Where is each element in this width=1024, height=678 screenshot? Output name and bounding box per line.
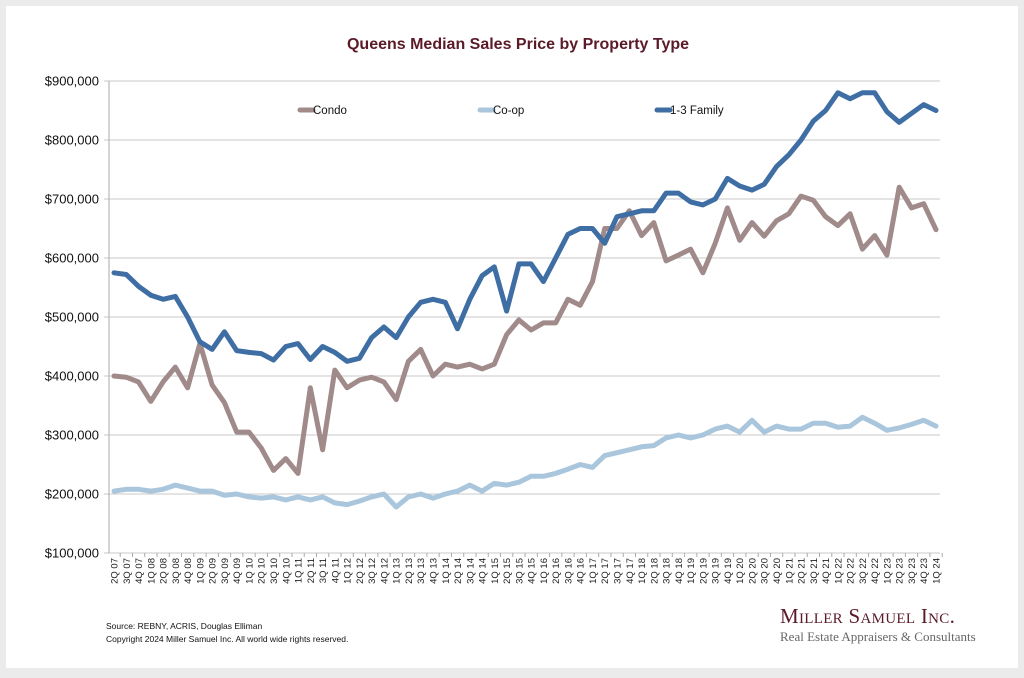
x-tick-label: 1Q 23 [882, 558, 893, 584]
legend-item-condo: Condo [297, 105, 347, 117]
legend-item-1-3-family: 1-3 Family [654, 105, 724, 117]
x-tick-label: 2Q 12 [355, 558, 366, 584]
x-tick-label: 3Q 18 [662, 558, 673, 584]
x-axis: 2Q 07 3Q 07 4Q 07 1Q 08 2Q 08 3Q 08 4Q 08 1Q 09… [110, 553, 943, 584]
x-tick-label: 1Q 09 [195, 558, 206, 584]
x-tick-label: 1Q 21 [784, 558, 795, 584]
x-tick-label: 1Q 22 [833, 558, 844, 584]
legend-label: Condo [313, 105, 347, 117]
x-tick-label: 3Q 15 [514, 558, 525, 584]
x-tick-label: 4Q 08 [183, 558, 194, 584]
x-tick-label: 1Q 10 [244, 558, 255, 584]
x-tick-label: 3Q 11 [318, 558, 329, 583]
x-tick-label: 3Q 21 [809, 558, 820, 584]
x-tick-label: 2Q 14 [453, 558, 464, 584]
source-note: Source: REBNY, ACRIS, Douglas Elliman Co… [106, 620, 348, 646]
x-tick-label: 1Q 12 [343, 558, 354, 584]
x-tick-label: 3Q 20 [760, 558, 771, 584]
x-tick-label: 4Q 12 [379, 558, 390, 584]
x-tick-label: 2Q 09 [208, 558, 219, 584]
chart-card [6, 6, 1018, 668]
x-tick-label: 2Q 22 [846, 558, 857, 584]
legend-label: Co-op [493, 105, 524, 117]
x-tick-label: 3Q 12 [367, 558, 378, 584]
series-line-condo [111, 184, 939, 476]
x-tick-label: 4Q 15 [527, 558, 538, 584]
x-tick-label: 4Q 21 [821, 558, 832, 584]
y-tick-label: $100,000 [45, 546, 99, 561]
x-tick-label: 3Q 10 [269, 558, 280, 584]
x-tick-label: 2Q 19 [698, 558, 709, 584]
x-tick-label: 3Q 09 [220, 558, 231, 584]
x-tick-label: 3Q 16 [563, 558, 574, 584]
x-tick-label: 3Q 14 [465, 558, 476, 584]
y-tick-label: $300,000 [45, 428, 99, 443]
x-tick-label: 4Q 10 [281, 558, 292, 584]
chart-title: Queens Median Sales Price by Property Ty… [346, 36, 690, 53]
series-lines [111, 90, 939, 510]
x-tick-label: 4Q 19 [723, 558, 734, 584]
x-tick-label: 3Q 17 [613, 558, 624, 584]
x-tick-label: 3Q 22 [858, 558, 869, 584]
x-tick-label: 2Q 20 [747, 558, 758, 584]
x-tick-label: 2Q 18 [649, 558, 660, 584]
x-tick-label: 2Q 10 [257, 558, 268, 584]
x-tick-label: 2Q 15 [502, 558, 513, 584]
x-tick-label: 4Q 11 [330, 558, 341, 583]
series-line-1-3-family [111, 90, 939, 364]
logo-tagline: Real Estate Appraisers & Consultants [780, 629, 976, 644]
x-tick-label: 2Q 16 [551, 558, 562, 584]
x-tick-label: 4Q 16 [576, 558, 587, 584]
x-tick-label: 4Q 23 [919, 558, 930, 584]
copyright-text: Copyright 2024 Miller Samuel Inc. All wo… [106, 634, 349, 644]
x-tick-label: 2Q 08 [159, 558, 170, 584]
y-tick-label: $500,000 [45, 310, 99, 325]
x-tick-label: 4Q 18 [674, 558, 685, 584]
x-tick-label: 3Q 07 [122, 558, 133, 584]
legend-label: 1-3 Family [670, 105, 724, 117]
x-tick-label: 1Q 14 [441, 558, 452, 584]
legend-item-co-op: Co-op [477, 105, 524, 117]
x-tick-label: 2Q 23 [895, 558, 906, 584]
x-tick-label: 2Q 17 [600, 558, 611, 584]
company-logo: Miller Samuel Inc. Real Estate Appraiser… [780, 604, 1000, 646]
x-tick-label: 3Q 13 [416, 558, 427, 584]
x-tick-label: 2Q 11 [306, 558, 317, 583]
y-tick-label: $900,000 [45, 74, 99, 89]
x-tick-label: 1Q 19 [686, 558, 697, 584]
y-tick-label: $700,000 [45, 192, 99, 207]
x-tick-label: 4Q 22 [870, 558, 881, 584]
x-tick-label: 1Q 15 [490, 558, 501, 584]
logo-name: Miller Samuel Inc. [780, 604, 956, 628]
source-text: Source: REBNY, ACRIS, Douglas Elliman [106, 621, 263, 631]
series-line-co-op [111, 414, 939, 510]
x-tick-label: 1Q 20 [735, 558, 746, 584]
legend: Condo Co-op 1-3 Family [297, 105, 724, 117]
x-tick-label: 1Q 16 [539, 558, 550, 584]
x-tick-label: 4Q 09 [232, 558, 243, 584]
x-tick-label: 1Q 18 [637, 558, 648, 584]
x-tick-label: 4Q 14 [478, 558, 489, 584]
y-tick-label: $600,000 [45, 251, 99, 266]
x-tick-label: 1Q 13 [392, 558, 403, 584]
x-tick-label: 3Q 23 [907, 558, 918, 584]
x-tick-label: 4Q 07 [134, 558, 145, 584]
x-tick-label: 2Q 07 [110, 558, 121, 584]
x-tick-label: 2Q 13 [404, 558, 415, 584]
x-tick-label: 2Q 21 [797, 558, 808, 584]
y-tick-label: $200,000 [45, 487, 99, 502]
y-axis: $100,000 $200,000 $300,000 $400,000 $500,000… [45, 74, 110, 561]
x-tick-label: 4Q 17 [625, 558, 636, 584]
y-tick-label: $800,000 [45, 133, 99, 148]
x-tick-label: 4Q 13 [428, 558, 439, 584]
x-tick-label: 1Q 24 [932, 558, 943, 584]
y-tick-label: $400,000 [45, 369, 99, 384]
x-tick-label: 1Q 17 [588, 558, 599, 584]
x-tick-label: 1Q 08 [146, 558, 157, 584]
x-tick-label: 4Q 20 [772, 558, 783, 584]
x-tick-label: 3Q 08 [171, 558, 182, 584]
x-tick-label: 3Q 19 [711, 558, 722, 584]
x-tick-label: 1Q 11 [294, 558, 305, 583]
